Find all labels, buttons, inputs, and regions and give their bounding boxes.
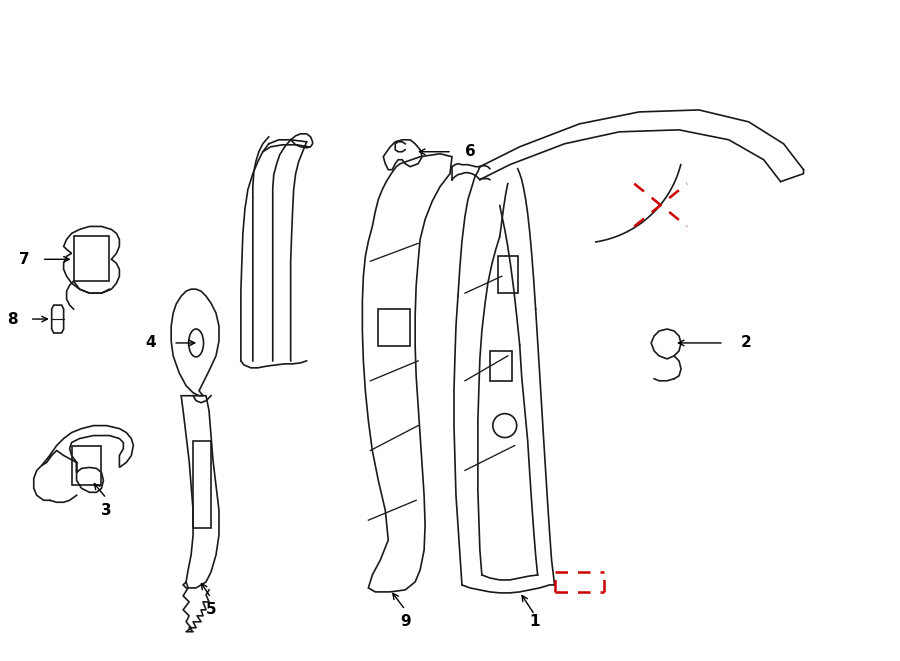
Text: 9: 9: [400, 614, 410, 629]
Text: 4: 4: [146, 335, 157, 350]
Text: 6: 6: [465, 144, 476, 159]
Text: 8: 8: [7, 311, 18, 327]
Text: 3: 3: [101, 503, 112, 518]
Text: 5: 5: [206, 602, 216, 617]
Text: 2: 2: [741, 335, 751, 350]
Text: 7: 7: [19, 252, 30, 267]
Text: 1: 1: [529, 614, 540, 629]
